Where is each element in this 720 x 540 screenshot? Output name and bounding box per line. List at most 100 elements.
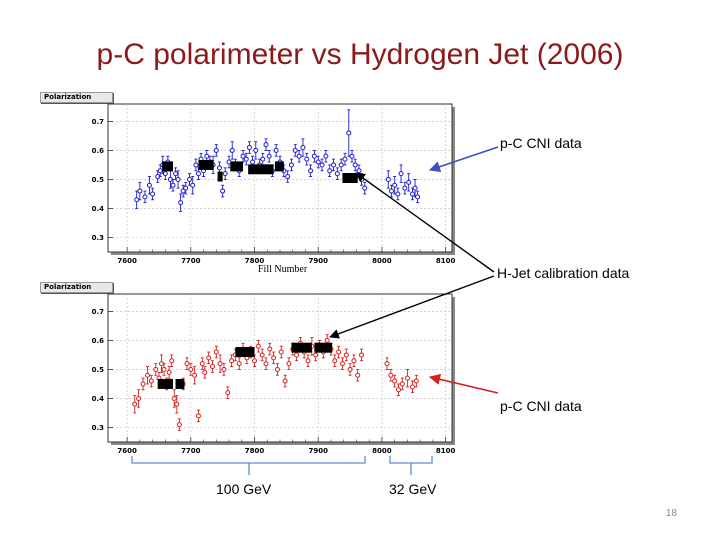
top-data-point <box>338 162 344 168</box>
top-data-point <box>304 156 310 162</box>
bottom-data-point <box>148 378 154 384</box>
bottom-y-tick-label: 0.7 <box>92 308 105 316</box>
bottom-y-tick-label: 0.4 <box>92 395 105 403</box>
top-y-tick-label: 0.7 <box>92 118 105 126</box>
bottom-data-point <box>336 349 342 355</box>
top-x-tick-label: 7900 <box>308 257 328 265</box>
bottom-data-point <box>202 369 208 375</box>
bottom-data-point <box>392 378 398 384</box>
bottom-x-tick-label: 7700 <box>181 447 201 455</box>
bottom-data-point <box>236 361 242 367</box>
energy-label-100gev: 100 GeV <box>216 481 272 497</box>
top-data-point <box>222 171 228 177</box>
top-data-point <box>240 153 246 159</box>
bottom-data-point <box>359 352 365 358</box>
top-callout-label: p-C CNI data <box>500 135 582 151</box>
bracket-32gev <box>389 456 433 475</box>
top-data-point <box>175 176 181 182</box>
bottom-callout-label: p-C CNI data <box>500 398 582 414</box>
bottom-data-point <box>229 358 235 364</box>
top-y-tick-label: 0.3 <box>92 234 105 242</box>
top-x-tick-label: 8000 <box>372 257 392 265</box>
bottom-data-point <box>332 358 338 364</box>
bottom-data-point <box>324 337 330 343</box>
top-x-tick-label: 8100 <box>436 257 456 265</box>
top-data-point <box>170 182 176 188</box>
top-data-point <box>266 153 272 159</box>
bottom-data-point <box>132 401 138 407</box>
energy-label-32gev: 32 GeV <box>389 481 437 497</box>
bottom-data-point <box>410 384 416 390</box>
bottom-data-point <box>305 358 311 364</box>
top-data-point <box>334 171 340 177</box>
top-data-point <box>187 176 193 182</box>
bottom-data-point <box>384 361 390 367</box>
bottom-data-point <box>184 361 190 367</box>
top-y-tick-label: 0.4 <box>92 205 105 213</box>
top-data-point <box>331 162 337 168</box>
arrow-hjet-to-bottom <box>329 275 495 339</box>
bottom-data-point <box>255 343 261 349</box>
bottom-data-point <box>413 378 419 384</box>
bottom-hjet-band <box>235 347 255 358</box>
top-x-tick-label: 7700 <box>181 257 201 265</box>
bottom-data-point <box>278 349 284 355</box>
top-panel-tag: Polarization <box>40 92 113 103</box>
top-data-point <box>300 145 306 151</box>
bottom-data-point <box>169 358 175 364</box>
top-data-point <box>412 185 418 191</box>
bottom-data-point <box>217 361 223 367</box>
bottom-data-point <box>166 369 172 375</box>
top-data-point <box>273 147 279 153</box>
top-data-point <box>142 194 148 200</box>
bottom-data-point <box>282 378 288 384</box>
top-x-tick-label: 7800 <box>245 257 265 265</box>
top-data-point <box>311 153 317 159</box>
top-data-point <box>385 176 391 182</box>
bottom-data-point <box>171 395 177 401</box>
bottom-data-point <box>153 366 159 372</box>
top-x-tick-label: 7600 <box>117 257 137 265</box>
bottom-data-point <box>274 366 280 372</box>
bottom-hjet-band <box>175 378 185 389</box>
page-number: 18 <box>665 508 677 519</box>
top-hjet-band <box>198 159 214 170</box>
bottom-data-point <box>192 372 198 378</box>
top-data-point <box>229 147 235 153</box>
top-data-point <box>137 188 143 194</box>
top-data-point <box>406 179 412 185</box>
bottom-data-point <box>136 395 142 401</box>
top-hjet-band <box>162 161 173 172</box>
top-data-point <box>388 188 394 194</box>
bottom-y-tick-label: 0.3 <box>92 424 105 432</box>
bottom-data-point <box>399 381 405 387</box>
arrow-top-callout <box>428 146 499 173</box>
top-data-point <box>146 182 152 188</box>
bottom-data-point <box>161 366 167 372</box>
top-data-point <box>246 145 252 151</box>
top-data-point <box>288 162 294 168</box>
top-data-point <box>292 147 298 153</box>
top-data-point <box>243 156 249 162</box>
top-data-point <box>173 171 179 177</box>
top-data-point <box>178 200 184 206</box>
top-data-point <box>253 147 259 153</box>
bottom-data-point <box>259 352 265 358</box>
bottom-data-point <box>176 422 182 428</box>
bottom-y-tick-label: 0.6 <box>92 337 105 345</box>
top-data-point <box>162 171 168 177</box>
top-data-point <box>327 168 333 174</box>
hjet-callout-label: H-Jet calibration data <box>497 265 630 281</box>
top-data-point <box>213 147 219 153</box>
bottom-data-point <box>294 352 300 358</box>
bottom-data-point <box>395 387 401 393</box>
bottom-hjet-band <box>157 378 173 389</box>
top-data-point <box>193 162 199 168</box>
top-data-point <box>410 191 416 197</box>
top-data-point <box>346 130 352 136</box>
bottom-x-tick-label: 8100 <box>436 447 456 455</box>
bottom-data-point <box>174 401 180 407</box>
bottom-data-point <box>221 366 227 372</box>
